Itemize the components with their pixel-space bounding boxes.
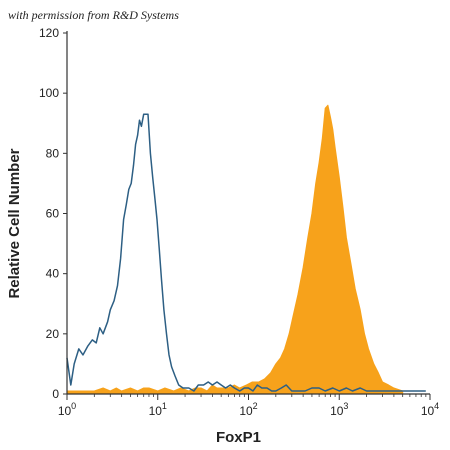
x-tick-label: 101 (149, 401, 167, 418)
x-ticks: 100 101 102 103 104 (58, 394, 439, 418)
x-tick-label: 100 (58, 401, 76, 418)
credit-text: with permission from R&D Systems (8, 8, 179, 22)
x-tick-label: 102 (239, 401, 257, 418)
x-tick-label: 103 (330, 401, 348, 418)
y-tick-label: 80 (46, 146, 60, 160)
y-tick-label: 120 (39, 26, 59, 40)
isotype-series (66, 113, 426, 392)
y-tick-label: 0 (52, 387, 59, 401)
x-tick-label: 104 (421, 401, 439, 418)
y-axis-title: Relative Cell Number (6, 148, 23, 298)
y-ticks: 0 20 40 60 80 100 120 (39, 26, 67, 401)
series-layer (66, 104, 426, 395)
y-tick-label: 60 (46, 207, 60, 221)
y-tick-label: 100 (39, 86, 59, 100)
y-tick-label: 40 (46, 267, 60, 281)
y-tick-label: 20 (46, 327, 60, 341)
x-axis-title: FoxP1 (216, 429, 261, 446)
axes-layer (66, 31, 430, 395)
foxp1-series (66, 104, 404, 395)
